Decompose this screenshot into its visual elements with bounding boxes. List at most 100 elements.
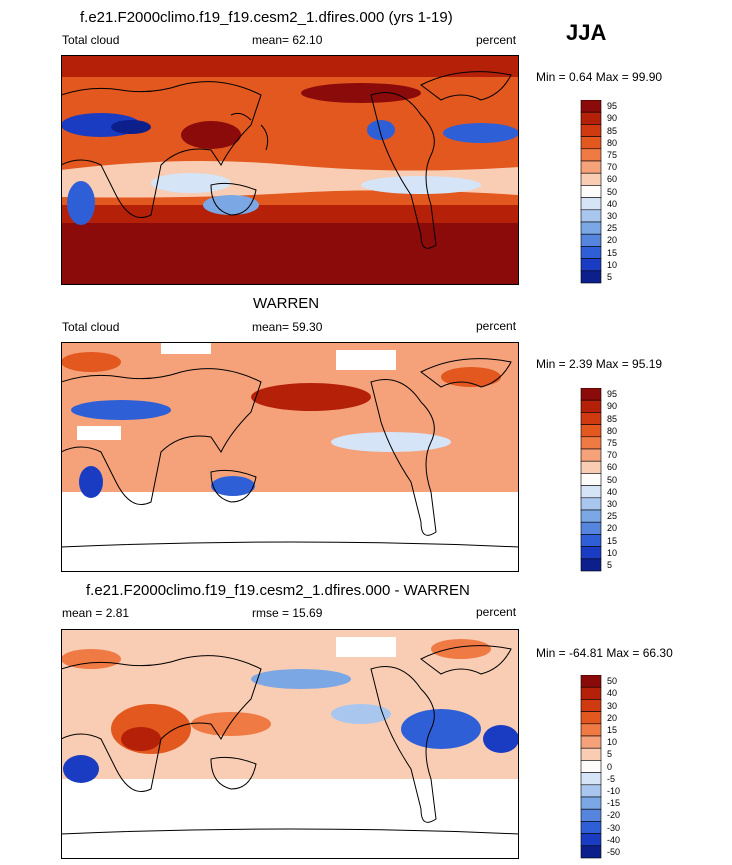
panel-minmax-label: Min = -64.81 Max = 66.30 (536, 646, 673, 660)
colorbar-swatch (580, 760, 602, 773)
colorbar-tick-label: 80 (607, 425, 618, 436)
colorbar-swatch (580, 675, 602, 688)
colorbar-tick-label: 85 (607, 413, 618, 424)
colorbar-tick-label: -5 (607, 773, 616, 784)
panel-rmse-label: rmse = 15.69 (252, 606, 323, 620)
colorbar-tick-label: 50 (607, 676, 618, 687)
colorbar-swatch (580, 246, 602, 259)
colorbar-tick-label: 80 (607, 137, 618, 148)
cloudy-region (61, 352, 121, 372)
colorbar-tick-label: 30 (607, 700, 618, 711)
colorbar-tick-label: 25 (607, 223, 618, 234)
colorbar-swatch (580, 160, 602, 174)
sahara-clear-region (71, 400, 171, 420)
colorbar-swatch (580, 723, 602, 737)
colorbar-swatch (580, 808, 602, 822)
colorbar-swatch (580, 185, 602, 198)
colorbar-swatch (580, 735, 602, 749)
clear-region (151, 173, 231, 193)
panel-title: WARREN (253, 295, 320, 312)
colorbar-tick-label: 15 (607, 535, 618, 546)
colorbar-tick-label: -20 (607, 810, 621, 821)
colorbar-swatch (580, 784, 602, 798)
colorbar-swatch (580, 124, 602, 137)
colorbar-tick-label: 30 (607, 210, 618, 221)
sahara-core (111, 120, 151, 134)
colorbar-tick-label: 10 (607, 259, 618, 270)
positive-bias-core (121, 727, 161, 751)
missing-data-region (77, 426, 121, 440)
colorbar-swatch (580, 258, 602, 272)
colorbar-tick-label: 30 (607, 498, 618, 509)
missing-data-region (161, 342, 211, 354)
panel-left-label: Total cloud (62, 33, 120, 47)
colorbar-swatch (580, 534, 602, 547)
colorbar-tick-label: 5 (607, 271, 613, 282)
colorbar-swatch (580, 833, 602, 847)
colorbar-tick-label: 95 (607, 389, 618, 400)
colorbar-tick-label: 75 (607, 149, 618, 160)
obs-cloud-map (61, 342, 519, 572)
colorbar-1 (580, 100, 602, 284)
colorbar-3 (580, 675, 602, 859)
colorbar-tick-label: 20 (607, 235, 618, 246)
colorbar-tick-label: -10 (607, 785, 621, 796)
arctic-band (61, 55, 519, 77)
colorbar-tick-label: -40 (607, 834, 621, 845)
colorbar-tick-label: 15 (607, 724, 618, 735)
southern-ocean-core (61, 223, 519, 285)
colorbar-swatch (580, 448, 602, 462)
colorbar-tick-label: 25 (607, 511, 618, 522)
colorbar-tick-label: 60 (607, 462, 618, 473)
colorbar-tick-label: 70 (607, 450, 618, 461)
colorbar-tick-label: 40 (607, 198, 618, 209)
negative-bias-region (401, 709, 481, 749)
colorbar-swatch (580, 686, 602, 700)
map-frame (61, 55, 519, 285)
positive-bias-region (61, 649, 121, 669)
colorbar-tick-label: 75 (607, 437, 618, 448)
coastlines (61, 71, 512, 249)
colorbar-swatch (580, 111, 602, 125)
difference-map (61, 629, 519, 859)
north-pacific-cloud (301, 83, 421, 103)
missing-data-region (61, 492, 519, 572)
panel-units-label: percent (476, 33, 517, 47)
panel-title: f.e21.F2000climo.f19_f19.cesm2_1.dfires.… (80, 9, 453, 26)
negative-bias-core (483, 725, 519, 753)
colorbar-tick-label: 10 (607, 547, 618, 558)
colorbar-tick-label: 0 (607, 761, 613, 772)
colorbar-swatch (580, 436, 602, 450)
colorbar-swatch (580, 711, 602, 725)
panel-mean-label: mean= 62.10 (252, 33, 323, 47)
australia-clear-region (211, 476, 255, 496)
colorbar-swatch (580, 821, 602, 834)
panel-minmax-label: Min = 2.39 Max = 95.19 (536, 357, 663, 371)
coastlines (61, 358, 519, 548)
positive-bias-region (191, 712, 271, 736)
model-cloud-map (61, 55, 519, 285)
colorbar-swatch (580, 521, 602, 535)
panel-units-label: percent (476, 319, 517, 333)
colorbar-swatch (580, 485, 602, 499)
colorbar-tick-label: 90 (607, 113, 618, 124)
colorbar-swatch (580, 270, 602, 284)
panel-mean-label: mean = 2.81 (62, 606, 130, 620)
colorbar-swatch (580, 100, 602, 113)
monsoon-region (181, 121, 241, 149)
coastlines (61, 645, 519, 835)
colorbar-swatch (580, 460, 602, 474)
colorbar-swatch (580, 221, 602, 235)
north-pacific-cloud (251, 383, 371, 411)
colorbar-swatch (580, 412, 602, 425)
colorbar-swatch (580, 209, 602, 223)
colorbar-swatch (580, 509, 602, 523)
positive-bias-region (431, 639, 491, 659)
namib-clear-region (67, 181, 95, 225)
missing-data-region (61, 779, 519, 859)
season-label: JJA (566, 20, 607, 45)
colorbar-tick-label: 70 (607, 162, 618, 173)
colorbar-tick-label: -15 (607, 798, 621, 809)
colorbar-swatch (580, 747, 602, 761)
colorbar-swatch (580, 388, 602, 401)
